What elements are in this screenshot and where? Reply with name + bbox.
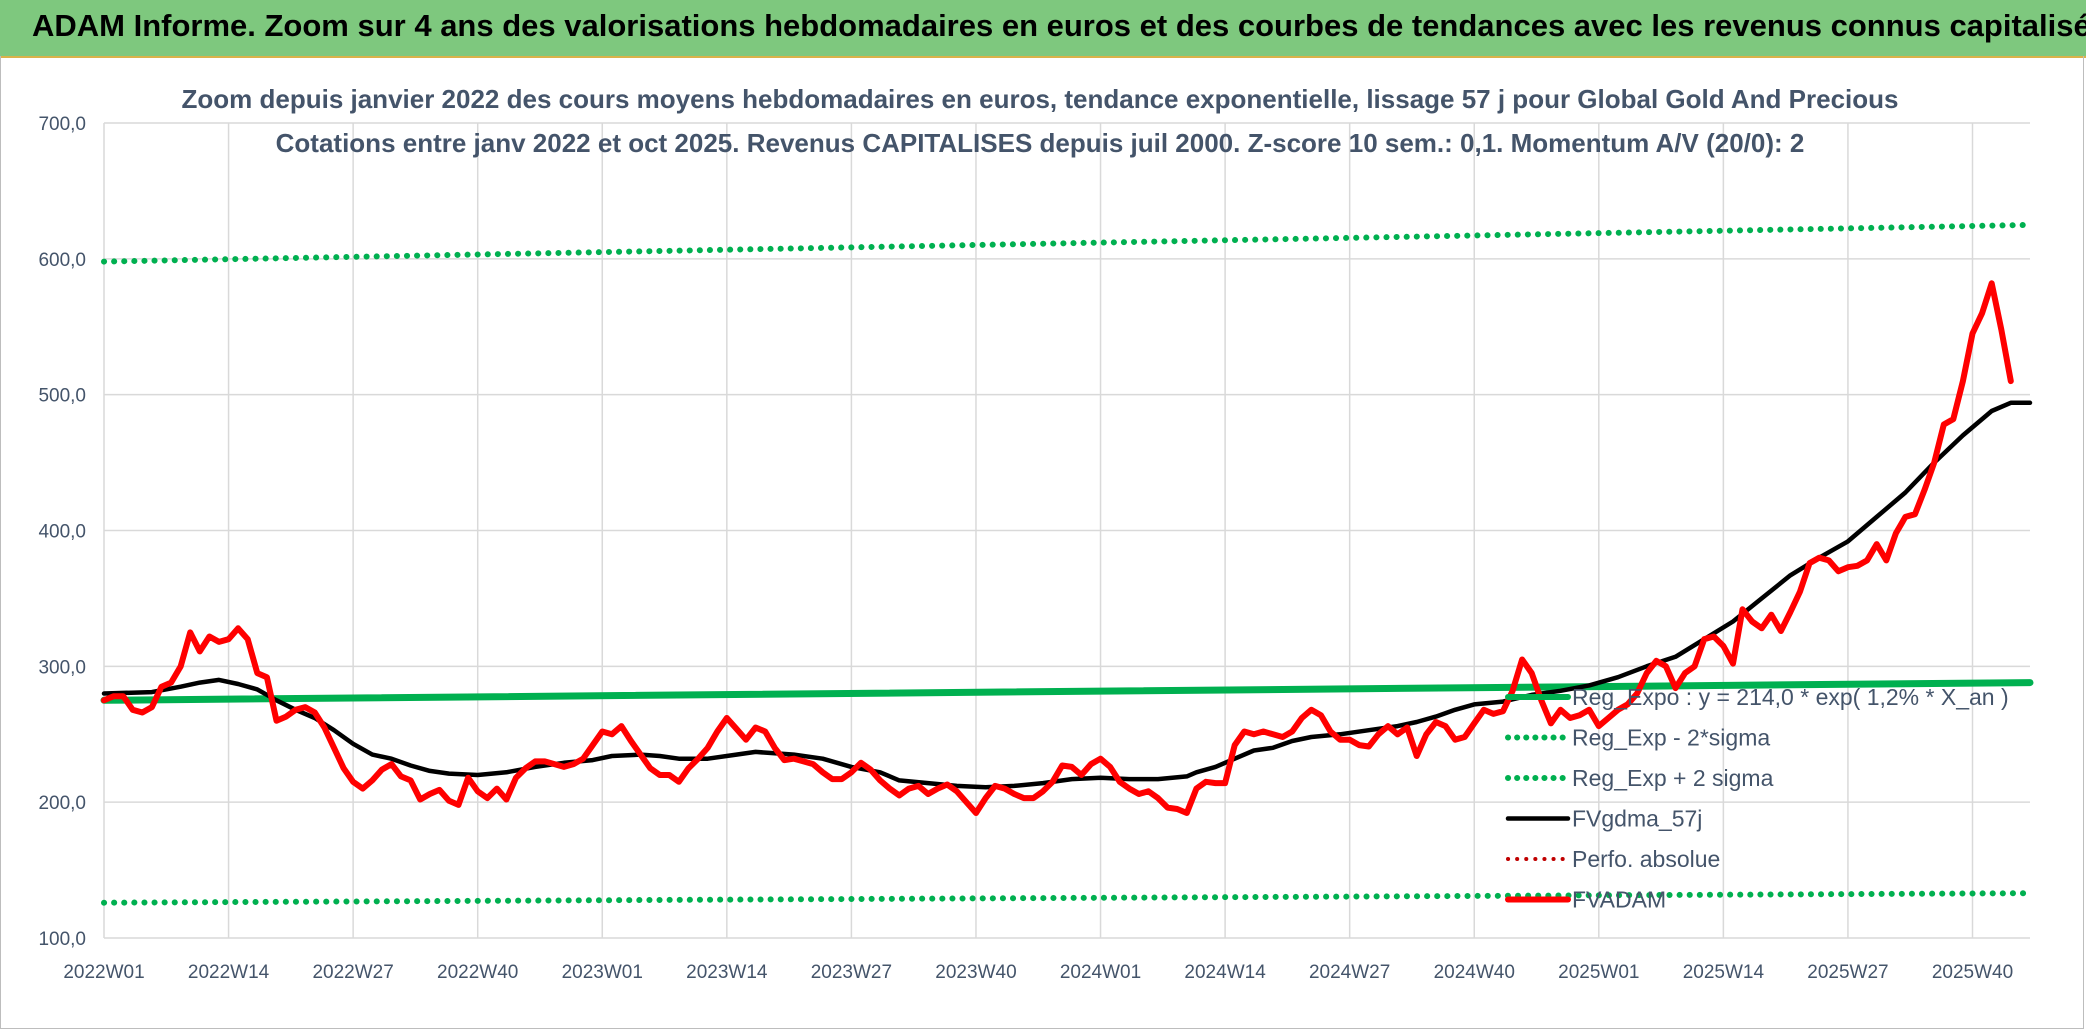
x-tick-label: 2024W01 <box>1060 962 1141 983</box>
x-tick-label: 2022W40 <box>437 962 518 983</box>
series-line-2 <box>101 221 2033 265</box>
x-axis-ticks: 2022W01 2022W14 2022W27 2022W40 2023W01 2023W… <box>63 962 2013 983</box>
chart-frame <box>0 56 2084 1029</box>
x-tick-label: 2025W14 <box>1683 962 1765 983</box>
x-tick-label: 2022W14 <box>188 962 270 983</box>
series-line-3 <box>101 400 2033 790</box>
legend-label-0: Reg_Expo : y = 214,0 * exp( 1,2% * X_an … <box>1572 684 2009 710</box>
x-tick-label: 2022W01 <box>63 962 144 983</box>
x-tick-label: 2022W27 <box>312 962 393 983</box>
series-line-1 <box>101 890 2033 906</box>
x-tick-label: 2023W14 <box>686 962 768 983</box>
y-tick-label: 100,0 <box>38 929 86 950</box>
chart-title-line2: Cotations entre janv 2022 et oct 2025. R… <box>276 128 1805 158</box>
x-tick-label: 2024W27 <box>1309 962 1390 983</box>
y-tick-label: 200,0 <box>38 793 86 814</box>
legend-label-1: Reg_Exp - 2*sigma <box>1572 725 1770 751</box>
x-tick-label: 2023W40 <box>935 962 1016 983</box>
x-tick-label: 2025W01 <box>1558 962 1639 983</box>
series-line-5 <box>101 280 2014 816</box>
banner-title: ADAM Informe. Zoom sur 4 ans des valoris… <box>32 8 2086 43</box>
chart-series <box>100 221 2034 906</box>
y-tick-label: 700,0 <box>38 114 86 135</box>
x-tick-label: 2025W27 <box>1807 962 1888 983</box>
legend-label-2: Reg_Exp + 2 sigma <box>1572 765 1774 791</box>
x-tick-label: 2024W40 <box>1434 962 1515 983</box>
x-tick-label: 2023W27 <box>811 962 892 983</box>
chart-grid <box>103 122 2030 939</box>
y-tick-label: 500,0 <box>38 386 86 407</box>
x-tick-label: 2024W14 <box>1184 962 1266 983</box>
x-tick-label: 2025W40 <box>1932 962 2013 983</box>
chart-title-line1: Zoom depuis janvier 2022 des cours moyen… <box>182 84 1899 114</box>
header-banner: ADAM Informe. Zoom sur 4 ans des valoris… <box>0 0 2086 58</box>
x-tick-label: 2023W01 <box>562 962 643 983</box>
y-tick-label: 600,0 <box>38 250 86 271</box>
legend-label-3: FVgdma_57j <box>1572 806 1702 832</box>
y-tick-label: 400,0 <box>38 522 86 543</box>
series-line-0 <box>100 679 2034 704</box>
y-axis-ticks: 100,0 200,0 300,0 400,0 500,0 600,0 700,0 <box>38 114 86 950</box>
legend-label-4: Perfo. absolue <box>1572 846 1720 872</box>
legend-label-5: FVADAM <box>1572 887 1666 913</box>
y-tick-label: 300,0 <box>38 657 86 678</box>
chart-legend: Reg_Expo : y = 214,0 * exp( 1,2% * X_an … <box>1505 684 2009 913</box>
